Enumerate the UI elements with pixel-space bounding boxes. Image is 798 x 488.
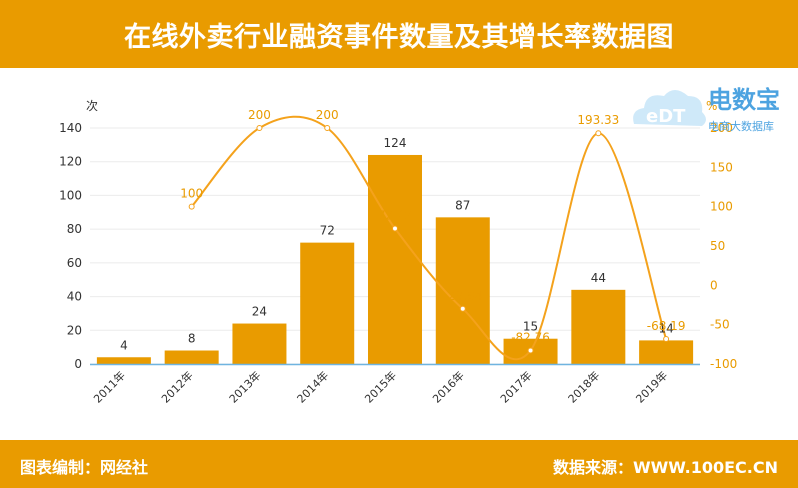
line-value-label: 193.33 [577,113,619,127]
footer-credit: 图表编制：网经社 [20,458,149,477]
x-tick-label: 2015年 [362,368,399,405]
bar-value-label: 14 [658,321,673,335]
y-right-unit: % [706,99,717,113]
cloud-logo-icon: eDT 电数宝 电商大数据库 [633,86,780,133]
bar-value-label: 124 [384,136,407,150]
y-left-tick-label: 120 [59,155,82,169]
footer-source: 数据来源：WWW.100EC.CN [552,458,778,477]
line-value-label: -29.84 [443,289,482,303]
line-value-label: 100 [180,187,203,201]
y-left-tick-label: 20 [67,323,82,337]
line-value-label: 72.22 [378,209,412,223]
y-left-unit: 次 [86,99,98,113]
line-point [527,347,534,354]
bar-value-label: 8 [188,332,196,346]
bar [300,242,355,364]
x-tick-label: 2018年 [565,368,602,405]
logo: eDT 电数宝 电商大数据库 [628,80,798,136]
bar [639,340,694,364]
y-left-tick-label: 80 [67,222,82,236]
bar [232,323,287,364]
x-tick-label: 2013年 [226,368,263,405]
y-right-tick-label: -50 [710,318,730,332]
bar [571,289,626,364]
bar-value-label: 44 [591,271,606,285]
bar-value-label: 4 [120,338,128,352]
bar [96,357,151,364]
x-tick-label: 2012年 [158,368,195,405]
x-tick-label: 2016年 [429,368,466,405]
y-left-tick-label: 140 [59,121,82,135]
chart-title: 在线外卖行业融资事件数量及其增长率数据图 [124,21,674,53]
y-right-tick-label: 200 [710,121,733,135]
line-value-label: -82.76 [511,330,550,344]
bar-value-label: 24 [252,305,267,319]
bar-value-label: 15 [523,320,538,334]
x-tick-label: 2011年 [91,368,128,405]
chart-area: 0 20 40 60 80 100 120 140 次 -100 -50 0 50 100 150 200% 2… [0,68,798,440]
y-right-tick-label: 150 [710,160,733,174]
y-left-tick-label: 60 [67,256,82,270]
y-right-tick-label: 0 [710,278,718,292]
bar [368,154,422,364]
bar-value-label: 87 [455,198,470,212]
x-tick-label: 2019年 [633,368,670,405]
bar-value-label: 72 [320,224,335,238]
line-point [188,203,195,210]
y-left-tick-label: 40 [67,290,82,304]
line-point [392,225,398,232]
line-value-label: 200 [316,108,339,122]
bar [164,350,219,364]
y-left-tick-label: 100 [59,188,82,202]
line-point [256,125,263,131]
line-point [324,125,331,131]
line-value-label: -68.19 [647,319,686,333]
combo-chart: 0 20 40 60 80 100 120 140 次 -100 -50 0 50 100 150 200% 2… [59,99,737,406]
logo-name: 电数宝 [708,86,780,114]
y-right-tick-label: 100 [710,200,733,214]
line-point [595,130,602,137]
x-tick-label: 2017年 [497,368,534,405]
x-tick-label: 2014年 [294,368,331,405]
y-left-tick-label: 0 [74,357,82,371]
logo-subtitle: 电商大数据库 [708,119,774,133]
line-point [663,335,670,342]
logo-mark: eDT [646,106,686,127]
header-bar: 在线外卖行业融资事件数量及其增长率数据图 [0,0,798,68]
line-value-label: 200 [248,108,271,122]
footer-bar: 图表编制：网经社 数据来源：WWW.100EC.CN [0,440,798,488]
y-right-tick-label: 50 [710,239,725,253]
y-right-tick-label: -100 [710,357,737,371]
line-point [459,305,466,312]
